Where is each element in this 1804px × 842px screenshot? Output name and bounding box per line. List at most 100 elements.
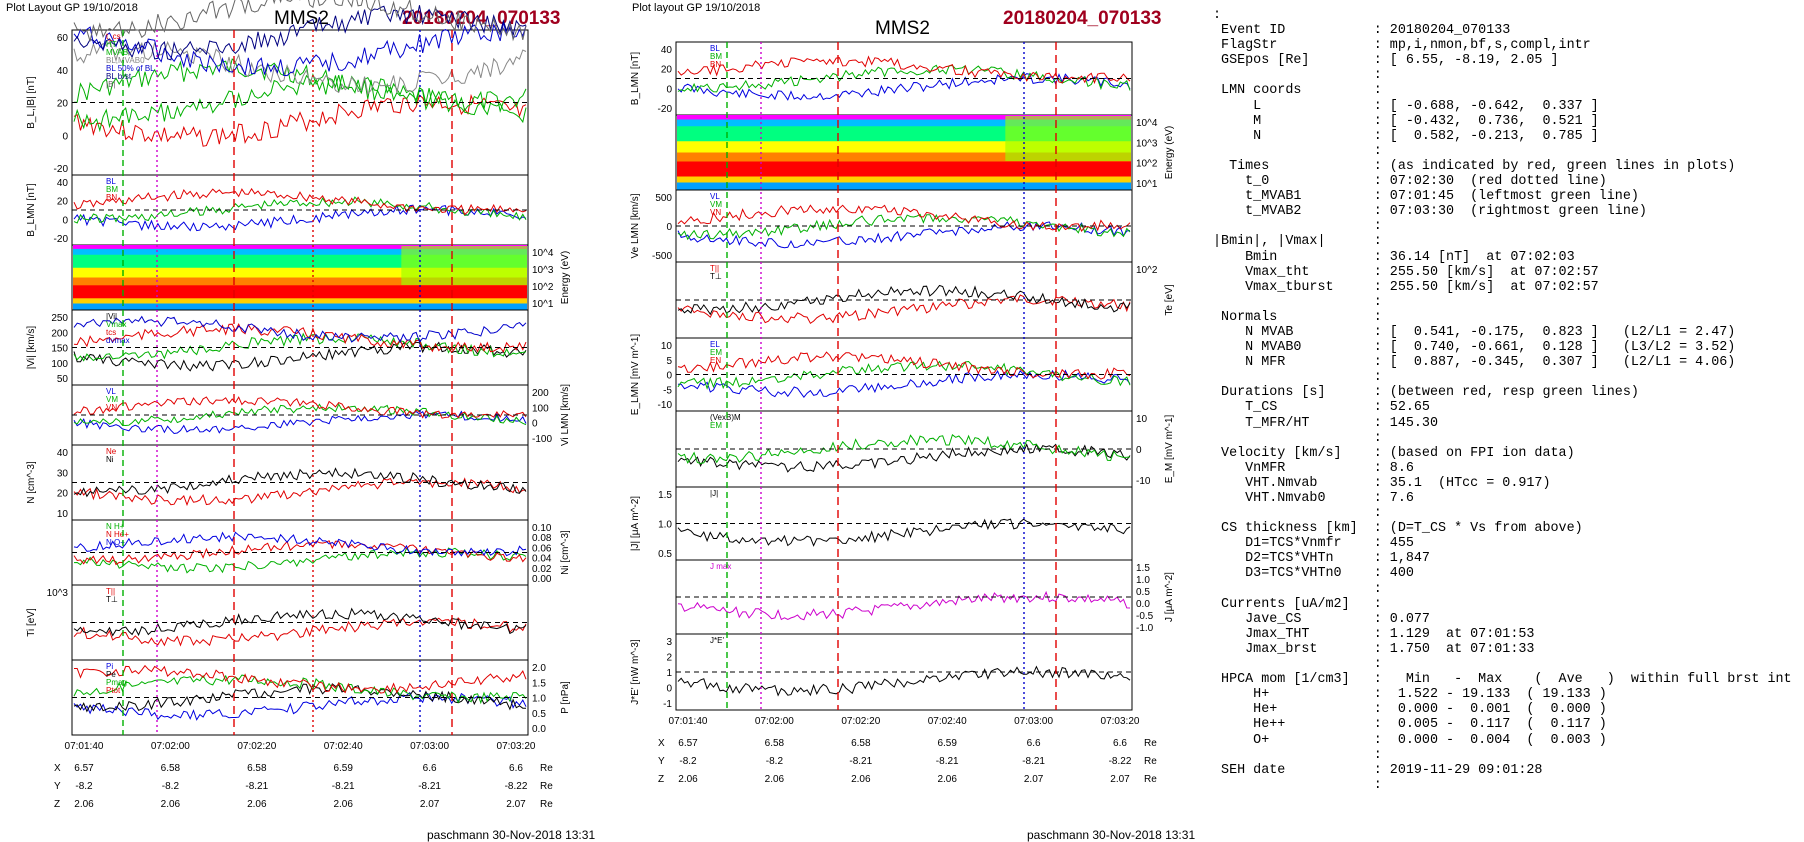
y-tick-label: 10 <box>1136 414 1148 425</box>
legend-label: N H+ <box>106 522 125 531</box>
panel-7: J max 1.51.00.50.0-0.5-1.0 J [μA m^-2] <box>675 559 1175 635</box>
y-tick-label: -100 <box>532 434 552 445</box>
series-line <box>73 332 527 362</box>
summary-line: VnMFR : 8.6 <box>1213 460 1414 476</box>
legend-label: EM <box>710 348 722 357</box>
legend-label: HT <box>106 40 117 49</box>
summary-line: He++ : 0.005 - 0.117 ( 0.117 ) <box>1213 717 1607 733</box>
coord-value: 6.6 <box>509 763 523 774</box>
coord-value: 6.6 <box>1113 738 1127 749</box>
panel-3: T||T⊥ 10^2 Te [eV] <box>675 261 1175 339</box>
y-tick-label: 2 <box>666 653 672 664</box>
series-line <box>73 40 527 96</box>
y-tick-label: 40 <box>57 66 69 77</box>
y-tick-label: 0 <box>666 371 672 382</box>
coord-row-label: Y <box>658 756 665 767</box>
legend-label: T⊥ <box>710 272 722 281</box>
legend-label: BL <box>710 44 720 53</box>
legend-label: BM <box>710 52 722 61</box>
y-tick-label: -10 <box>1136 476 1151 487</box>
y-tick-label: -20 <box>54 164 69 175</box>
coord-row-label: X <box>54 763 61 774</box>
coord-value: -8.2 <box>75 781 93 792</box>
y-tick-label: 0.0 <box>1136 599 1150 610</box>
y-axis-label: J*E' [nW m^-3] <box>630 639 641 705</box>
y-tick-label: 0.10 <box>532 523 552 534</box>
y-tick-label: 10^4 <box>532 248 554 259</box>
y-tick-label: 250 <box>51 313 68 324</box>
legend-label: t_cs <box>106 32 121 41</box>
y-tick-label: 1.5 <box>658 490 672 501</box>
series-line <box>74 664 527 694</box>
coord-value: 6.59 <box>937 738 957 749</box>
coord-value: 2.07 <box>506 799 526 810</box>
series-line <box>73 22 527 77</box>
summary-line: : <box>1213 143 1382 159</box>
y-tick-label: 10^1 <box>1136 179 1158 190</box>
coord-value: 6.58 <box>765 738 785 749</box>
y-tick-label: 50 <box>57 374 69 385</box>
y-tick-label: 0.08 <box>532 533 552 544</box>
spectrogram-band <box>677 176 1131 183</box>
series-line <box>677 433 1131 465</box>
spectrogram-band <box>677 115 1131 120</box>
y-axis-label: E_M [mV m^-1] <box>1164 414 1175 483</box>
coord-value: 2.07 <box>1110 774 1130 785</box>
summary-line: FlagStr : mp,i,nmon,bf,s,compl,intr <box>1213 38 1591 54</box>
y-tick-label: 10^4 <box>1136 118 1158 129</box>
summary-line: GSEpos [Re] : [ 6.55, -8.19, 2.05 ] <box>1213 53 1559 69</box>
summary-line: M : [ -0.432, 0.736, 0.521 ] <box>1213 113 1599 129</box>
spectrogram-band <box>1005 116 1131 161</box>
y-tick-label: 0.02 <box>532 564 552 575</box>
time-tick-label: 07:01:40 <box>669 716 708 727</box>
y-tick-label: 10^3 <box>1136 138 1158 149</box>
time-tick-label: 07:03:20 <box>497 741 536 752</box>
legend-label: VM <box>106 395 118 404</box>
legend-label: J*E' <box>710 636 724 645</box>
y-tick-label: 1.0 <box>1136 575 1150 586</box>
y-tick-label: 3 <box>666 637 672 648</box>
y-tick-label: 10^3 <box>47 588 69 599</box>
y-tick-label: 0.5 <box>1136 587 1150 598</box>
legend-label: tcs <box>106 328 116 337</box>
legend-label: |Vi| <box>106 312 117 321</box>
legend-label: EL <box>710 340 720 349</box>
y-tick-label: -500 <box>652 251 672 262</box>
y-tick-label: 0 <box>1136 445 1142 456</box>
series-line <box>73 204 527 232</box>
summary-line: Jmax_THT : 1.129 at 07:01:53 <box>1213 626 1535 642</box>
panel-1: 10^4 10^3 10^2 10^1 Energy (eV) <box>675 114 1175 191</box>
y-tick-label: 150 <box>51 344 68 355</box>
summary-line: O+ : 0.000 - 0.004 ( 0.003 ) <box>1213 732 1607 748</box>
summary-line: : <box>1213 370 1382 386</box>
y-tick-label: 200 <box>51 328 68 339</box>
summary-line: |Bmin|, |Vmax| : <box>1213 234 1382 250</box>
y-tick-label: 10^1 <box>532 299 554 310</box>
summary-line: t_MVAB2 : 07:03:30 (rightmost green line… <box>1213 204 1647 220</box>
y-tick-label: 2.0 <box>532 663 546 674</box>
coord-value: 2.06 <box>247 799 267 810</box>
y-tick-label: 0 <box>62 131 68 142</box>
spectrogram-band <box>677 161 1131 177</box>
series-line <box>73 315 527 344</box>
series-line <box>677 294 1131 325</box>
legend-label: T|| <box>106 587 115 596</box>
middle-event-id: 20180204_070133 <box>1003 8 1162 29</box>
legend-label: BN <box>106 193 117 202</box>
time-tick-label: 07:03:20 <box>1101 716 1140 727</box>
y-axis-label: B_LMN [nT] <box>630 52 641 106</box>
spectrogram-band <box>73 245 527 250</box>
coord-unit: Re <box>540 799 553 810</box>
legend-label: T⊥ <box>106 595 118 604</box>
series-line <box>73 74 527 133</box>
series-line <box>677 204 1131 232</box>
coord-value: -8.2 <box>162 781 180 792</box>
summary-line: He+ : 0.000 - 0.001 ( 0.000 ) <box>1213 702 1607 718</box>
y-tick-label: 20 <box>661 65 673 76</box>
